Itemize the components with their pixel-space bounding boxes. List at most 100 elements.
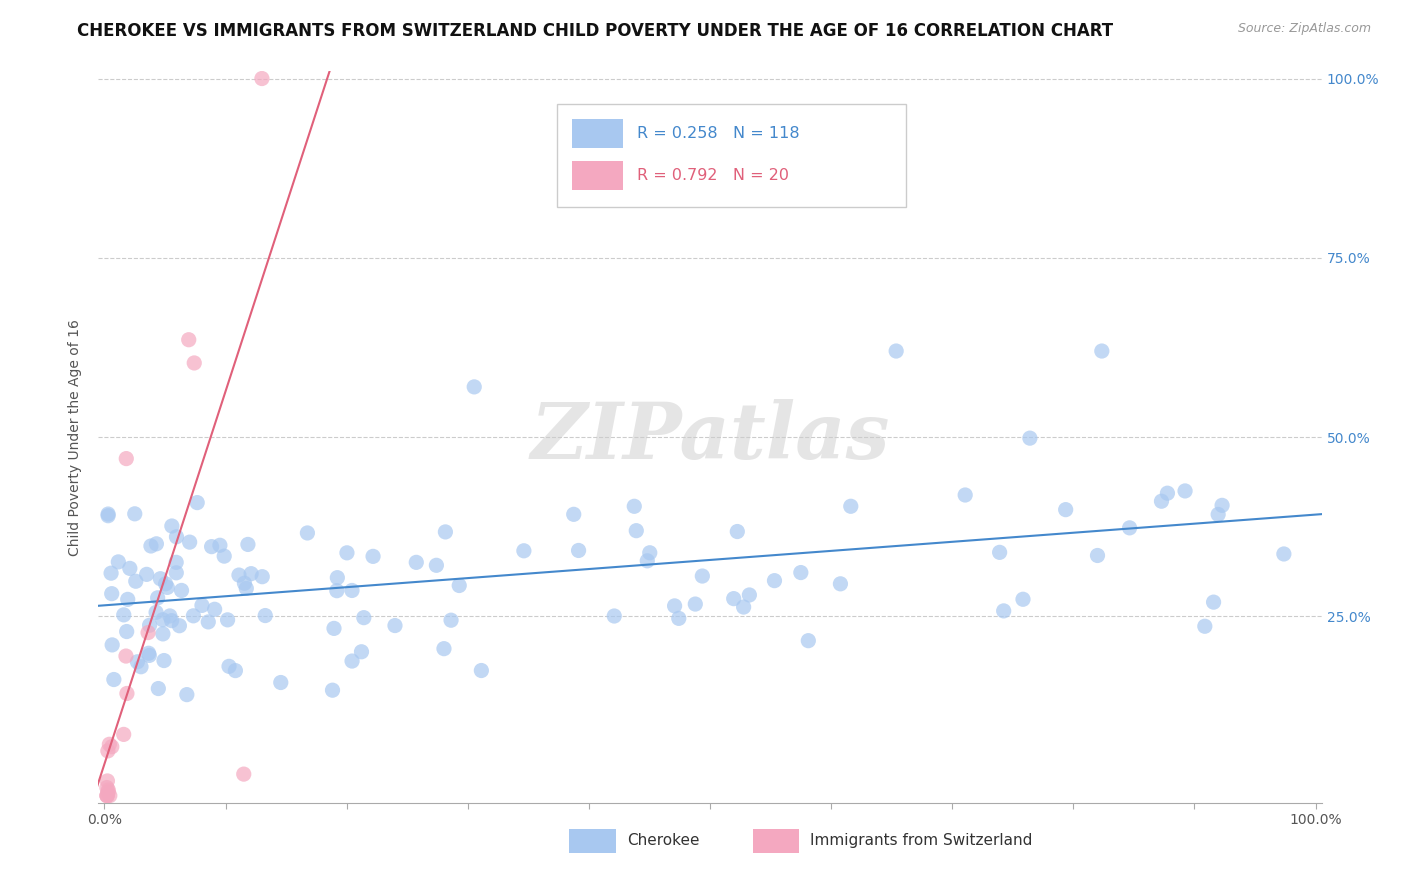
Point [340,583,363,598]
FancyBboxPatch shape [557,104,905,207]
Point [98,737,121,751]
Point [117,592,139,607]
Point [115,686,138,700]
Point [153,654,176,668]
Point [176,688,198,702]
Point [1174,483,1197,498]
Y-axis label: Child Poverty Under the Age of 16: Child Poverty Under the Age of 16 [69,318,83,556]
Point [179,535,201,549]
Point [170,583,193,598]
Point [160,614,183,628]
Point [96,789,118,803]
Point [463,380,485,394]
Point [797,633,820,648]
Point [353,610,375,624]
Point [138,648,160,663]
Point [159,609,181,624]
Point [993,604,1015,618]
Point [1206,508,1229,522]
Point [626,524,648,538]
Point [336,546,359,560]
Point [830,577,852,591]
Point [568,543,591,558]
Point [723,591,745,606]
Point [145,537,167,551]
FancyBboxPatch shape [752,830,800,853]
Point [112,607,135,622]
Point [112,727,135,741]
Point [513,543,536,558]
Point [101,638,124,652]
Point [100,566,122,581]
Point [405,555,427,569]
Text: ZIPatlas: ZIPatlas [530,399,890,475]
Point [97,744,120,758]
Text: Source: ZipAtlas.com: Source: ZipAtlas.com [1237,22,1371,36]
Text: R = 0.792   N = 20: R = 0.792 N = 20 [637,168,789,183]
Point [235,582,257,596]
Point [218,659,240,673]
Point [135,567,157,582]
Point [124,507,146,521]
Point [103,673,125,687]
Point [183,608,205,623]
Point [638,546,661,560]
Point [228,568,250,582]
Point [97,508,120,523]
Point [1156,486,1178,500]
Point [212,549,235,563]
Point [1091,344,1114,359]
Point [790,566,813,580]
Point [988,545,1011,559]
Point [240,566,263,581]
Point [685,597,707,611]
Point [96,780,118,795]
Point [97,785,120,799]
Point [321,683,343,698]
Point [169,618,191,632]
Point [1012,592,1035,607]
Point [165,566,187,580]
Point [149,572,172,586]
Point [297,525,319,540]
Point [125,574,148,589]
Point [434,524,457,539]
Point [186,495,208,509]
Point [433,641,456,656]
Point [118,561,141,575]
Point [129,659,152,673]
Point [115,451,138,466]
Point [470,664,492,678]
Point [636,554,658,568]
Point [160,519,183,533]
Point [177,333,200,347]
Point [97,783,120,797]
Point [440,613,463,627]
Point [1202,595,1225,609]
Point [562,508,585,522]
Point [1054,502,1077,516]
Point [97,507,120,521]
Point [361,549,384,564]
Point [350,645,373,659]
FancyBboxPatch shape [572,119,623,148]
Point [139,539,162,553]
Point [96,789,118,803]
Point [138,646,160,660]
Point [252,570,274,584]
Point [668,611,690,625]
Point [152,613,174,627]
Point [101,739,124,754]
Point [953,488,976,502]
Point [449,578,471,592]
Point [603,609,626,624]
Point [136,625,159,640]
Point [1211,499,1233,513]
Point [146,591,169,605]
Point [1018,431,1040,445]
Point [145,606,167,620]
Point [340,654,363,668]
Point [232,767,254,781]
Point [763,574,786,588]
Point [148,681,170,696]
